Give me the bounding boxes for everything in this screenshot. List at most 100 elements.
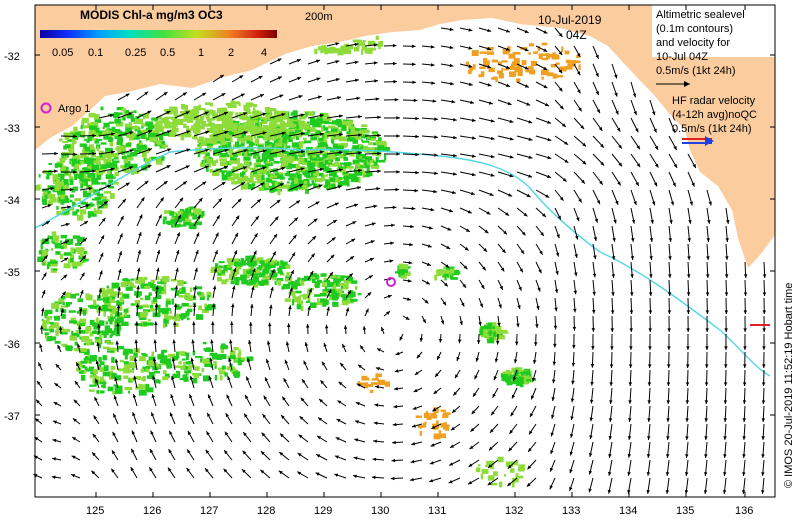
chl-pixel <box>252 169 259 176</box>
chl-pixel <box>129 355 135 362</box>
velocity-arrow <box>345 307 350 317</box>
chl-pixel <box>43 311 48 317</box>
chl-pixel <box>285 264 291 269</box>
chl-pixel <box>89 339 93 344</box>
chl-pixel <box>291 283 295 287</box>
chl-pixel <box>266 127 270 131</box>
chl-pixel <box>55 331 59 336</box>
chl-pixel <box>150 304 154 309</box>
chl-pixel <box>99 320 105 326</box>
velocity-arrow <box>72 418 81 425</box>
velocity-arrow <box>510 405 518 417</box>
chl-pixel <box>111 330 116 335</box>
chl-pixel <box>323 112 329 117</box>
chl-pixel <box>94 140 100 144</box>
chl-pixel <box>129 282 135 288</box>
velocity-arrow <box>383 294 392 299</box>
chl-pixel <box>294 298 302 302</box>
chl-pixel <box>322 168 326 172</box>
chl-pixel <box>258 187 264 192</box>
chl-pixel <box>170 217 175 221</box>
velocity-arrow <box>421 171 438 175</box>
chl-pixel <box>224 125 233 131</box>
chl-pixel <box>100 196 107 199</box>
chl-pixel <box>240 258 245 263</box>
chl-pixel <box>89 384 97 387</box>
chl-pixel <box>324 151 329 156</box>
x-tick-label: 134 <box>619 505 637 517</box>
chl-pixel <box>333 137 340 140</box>
velocity-arrow <box>345 78 359 83</box>
chl-pixel <box>257 130 264 135</box>
chl-pixel <box>180 365 186 370</box>
velocity-arrow <box>373 421 385 425</box>
chl-pixel <box>321 45 327 51</box>
chl-pixel <box>139 278 146 284</box>
velocity-arrow <box>383 116 401 120</box>
chl-pixel <box>241 116 249 121</box>
chl-pixel <box>269 174 273 180</box>
velocity-arrow <box>383 79 398 84</box>
chl-pixel <box>47 193 56 199</box>
velocity-arrow <box>98 132 115 137</box>
chl-pixel <box>69 320 78 324</box>
chl-pixel <box>198 150 204 155</box>
velocity-arrow <box>326 219 338 227</box>
velocity-arrow <box>383 97 399 102</box>
chl-pixel <box>116 300 120 304</box>
chl-pixel <box>177 210 183 217</box>
chl-pixel <box>217 272 222 276</box>
chl-pixel <box>87 354 90 358</box>
chl-pixel <box>72 235 81 239</box>
velocity-arrow <box>402 44 416 48</box>
chl-pixel <box>96 167 104 173</box>
velocity-arrow <box>278 451 290 461</box>
chl-pixel <box>42 328 49 331</box>
velocity-arrow <box>247 358 252 371</box>
velocity-arrow <box>554 99 564 110</box>
chl-pixel <box>51 247 54 251</box>
velocity-arrow <box>666 441 670 458</box>
velocity-arrow <box>193 148 210 155</box>
velocity-arrow <box>459 27 473 32</box>
velocity-arrow <box>554 63 563 74</box>
chl-pixel <box>126 134 134 139</box>
chl-pixel <box>199 115 204 122</box>
chl-pixel <box>486 324 492 330</box>
chl-pixel <box>232 122 239 128</box>
chl-pixel <box>378 137 382 142</box>
chl-pixel <box>220 152 227 157</box>
velocity-arrow <box>611 99 619 115</box>
chl-pixel <box>348 125 351 129</box>
chl-pixel <box>217 136 225 143</box>
chl-pixel <box>231 168 235 173</box>
velocity-arrow <box>60 187 74 192</box>
velocity-arrow <box>41 307 45 317</box>
chl-pixel <box>175 290 179 297</box>
velocity-arrow <box>79 186 93 191</box>
velocity-arrow <box>535 297 540 310</box>
chl-pixel <box>60 234 68 239</box>
chl-pixel <box>96 309 101 313</box>
velocity-arrow <box>627 477 632 494</box>
velocity-arrow <box>456 351 461 362</box>
velocity-arrow <box>630 243 635 260</box>
chl-pixel <box>51 324 55 329</box>
chl-pixel <box>85 155 89 159</box>
chl-pixel <box>327 294 334 297</box>
chl-pixel <box>324 131 333 137</box>
chl-pixel <box>340 46 346 52</box>
chl-pixel <box>151 156 159 161</box>
velocity-arrow <box>704 405 708 422</box>
chl-pixel <box>94 114 100 120</box>
chl-pixel <box>561 46 564 53</box>
velocity-arrow <box>516 279 522 291</box>
chl-pixel <box>52 179 56 184</box>
chl-pixel <box>355 137 362 140</box>
velocity-arrow <box>611 153 623 167</box>
chl-pixel <box>516 376 524 382</box>
chl-pixel <box>359 382 367 386</box>
velocity-arrow <box>648 315 652 333</box>
chl-pixel <box>281 285 285 290</box>
chl-pixel <box>241 129 250 132</box>
